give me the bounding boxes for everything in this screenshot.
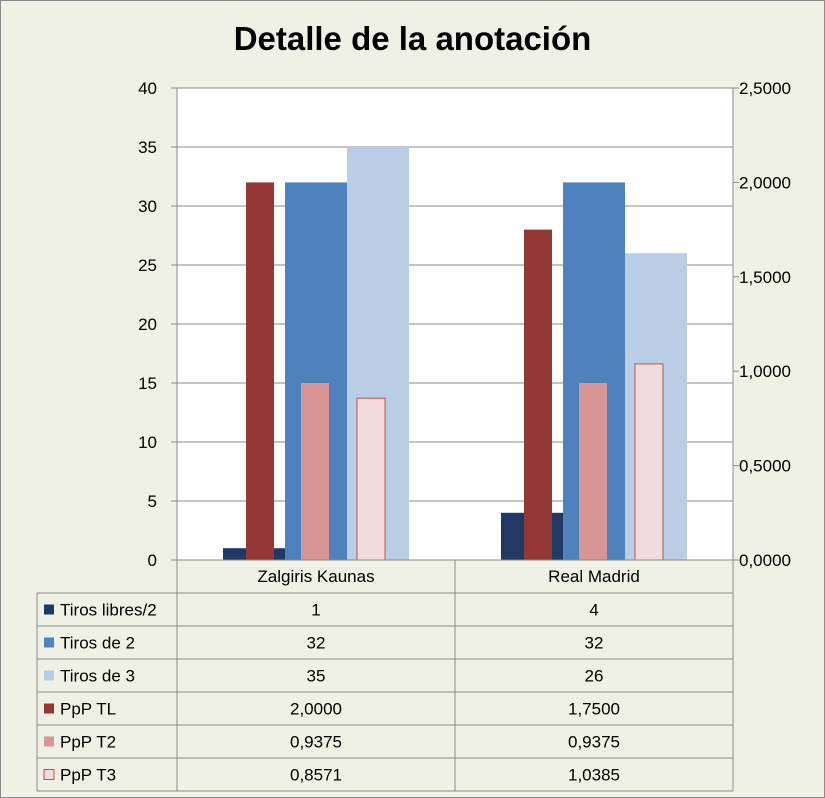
legend-key [44, 703, 54, 714]
legend-label: PpP T2 [60, 733, 116, 752]
left-tick-label: 15 [138, 374, 157, 393]
chart-title: Detalle de la anotación [233, 20, 592, 57]
left-tick-label: 5 [148, 492, 157, 511]
legend-key [44, 670, 54, 681]
legend-label: Tiros de 2 [60, 634, 135, 653]
data-label: 35 [307, 667, 326, 686]
right-tick-label: 0,5000 [739, 457, 791, 476]
data-label: 1,7500 [568, 700, 620, 719]
data-label: 0,9375 [290, 733, 342, 752]
legend-label: Tiros de 3 [60, 667, 135, 686]
table-category-header: Zalgiris Kaunas [257, 567, 374, 586]
data-label: 2,0000 [290, 700, 342, 719]
data-label: 0,8571 [290, 766, 342, 785]
data-label: 0,9375 [568, 733, 620, 752]
bar-ppp-t3 [634, 363, 664, 561]
data-label: 32 [585, 634, 604, 653]
legend-key [43, 769, 55, 780]
left-tick-label: 0 [148, 551, 157, 570]
bar-ppp-t3 [356, 397, 386, 561]
data-label: 4 [589, 601, 598, 620]
legend-key [44, 604, 54, 615]
data-label: 1 [311, 601, 320, 620]
data-label: 1,0385 [568, 766, 620, 785]
data-label: 26 [585, 667, 604, 686]
bar-ppp-t2 [579, 383, 607, 560]
left-tick-label: 40 [138, 79, 157, 98]
right-tick-label: 2,0000 [739, 173, 791, 192]
right-tick-label: 2,5000 [739, 79, 791, 98]
bar-ppp-tl [246, 182, 274, 560]
legend-label: PpP T3 [60, 766, 116, 785]
left-tick-label: 35 [138, 138, 157, 157]
right-tick-label: 1,0000 [739, 362, 791, 381]
left-tick-label: 10 [138, 433, 157, 452]
legend-label: Tiros libres/2 [60, 601, 157, 620]
data-label: 32 [307, 634, 326, 653]
legend-label: PpP TL [60, 700, 116, 719]
bar-ppp-tl [524, 229, 552, 560]
legend-key [44, 637, 54, 648]
right-tick-label: 1,5000 [739, 268, 791, 287]
left-tick-label: 20 [138, 315, 157, 334]
left-tick-label: 25 [138, 256, 157, 275]
right-tick-label: 0,0000 [739, 551, 791, 570]
left-tick-label: 30 [138, 197, 157, 216]
legend-key [44, 736, 54, 747]
bar-ppp-t2 [301, 383, 329, 560]
table-category-header: Real Madrid [548, 567, 640, 586]
